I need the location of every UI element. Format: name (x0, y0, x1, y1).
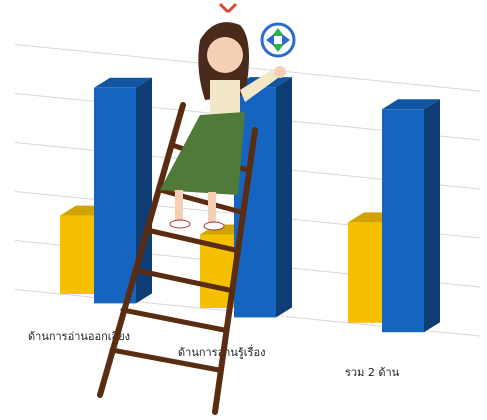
bar-side (276, 77, 292, 317)
labels: ด้านการอ่านออกเสียงด้านการอ่านรู้เรื่องร… (28, 330, 400, 379)
category-label: รวม 2 ด้าน (345, 366, 400, 379)
bar (94, 88, 136, 304)
bar (382, 109, 424, 332)
bars (60, 77, 440, 332)
chart: ด้านการอ่านออกเสียงด้านการอ่านรู้เรื่องร… (0, 0, 487, 420)
bar-side (424, 99, 440, 332)
